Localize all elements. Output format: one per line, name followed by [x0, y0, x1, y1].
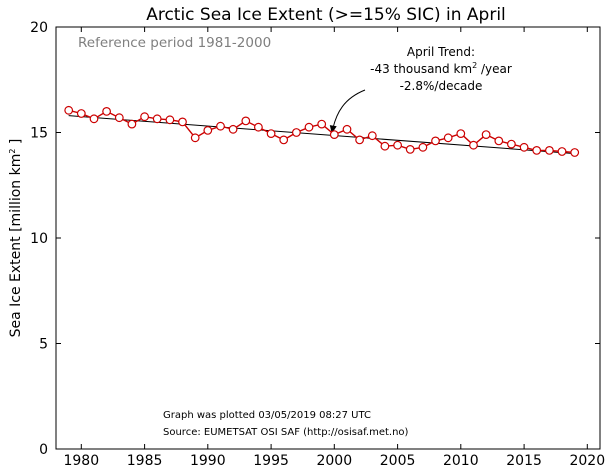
data-point — [165, 115, 175, 125]
data-point — [89, 114, 99, 124]
data-point — [418, 142, 428, 152]
data-point — [114, 113, 124, 123]
data-point — [494, 136, 504, 146]
x-tick-label: 1980 — [63, 453, 99, 469]
data-point — [507, 139, 516, 149]
x-tick-label: 2000 — [316, 453, 352, 469]
data-point — [557, 147, 567, 156]
data-point — [266, 129, 276, 139]
trend-rate-superscript: 2 — [472, 61, 477, 70]
data-point — [355, 135, 365, 145]
plot-area — [55, 26, 601, 450]
data-point — [342, 124, 352, 134]
data-point — [304, 122, 314, 132]
data-point — [127, 119, 137, 129]
x-tick-label: 2005 — [380, 453, 416, 469]
reference-period-label: Reference period 1981-2000 — [78, 35, 271, 51]
data-point — [203, 125, 213, 135]
data-point — [228, 124, 238, 134]
y-axis-label-superscript: 2 — [8, 149, 17, 154]
data-point — [140, 112, 150, 122]
data-point — [216, 121, 225, 131]
data-point — [317, 119, 327, 129]
data-point — [532, 145, 542, 155]
x-tick-label: 2015 — [506, 453, 542, 469]
data-point — [279, 135, 289, 145]
data-point — [152, 114, 162, 124]
chart-title: Arctic Sea Ice Extent (>=15% SIC) in Apr… — [146, 5, 506, 25]
x-tick-label: 1995 — [253, 453, 289, 469]
data-point — [456, 129, 466, 139]
data-point — [519, 142, 529, 152]
data-point — [178, 117, 187, 127]
y-tick-label: 20 — [30, 20, 48, 36]
x-tick-label: 1985 — [127, 453, 163, 469]
x-axis: 1980 1985 1990 1995 2000 2005 2010 2015 2020 — [63, 27, 605, 469]
series-markers — [64, 105, 580, 157]
x-tick-label: 1990 — [190, 453, 226, 469]
y-tick-label: 10 — [30, 231, 48, 247]
data-point — [367, 131, 377, 141]
y-tick-label: 5 — [39, 337, 48, 353]
data-point — [64, 105, 74, 115]
data-point — [329, 130, 339, 140]
trend-rate-value: -43 thousand km — [370, 62, 472, 76]
y-tick-label: 0 — [39, 442, 48, 458]
x-tick-label: 2010 — [443, 453, 479, 469]
y-axis-label-end: ] — [8, 139, 24, 149]
data-point — [443, 133, 453, 143]
trend-title: April Trend: — [407, 45, 475, 59]
source-note: Source: EUMETSAT OSI SAF (http://osisaf.… — [163, 427, 409, 438]
trend-rate: -43 thousand km2 /year — [370, 61, 512, 76]
data-point — [380, 141, 390, 151]
trend-annotation: April Trend: -43 thousand km2 /year -2.8… — [329, 45, 512, 134]
trend-line — [68, 115, 575, 155]
data-point — [481, 130, 491, 140]
data-point — [76, 109, 86, 118]
data-point — [292, 128, 301, 137]
data-point — [190, 133, 200, 143]
data-point — [469, 140, 478, 150]
trend-percent: -2.8%/decade — [400, 79, 483, 93]
x-tick-label: 2020 — [569, 453, 605, 469]
y-axis-label: Sea Ice Extent [million km2 ] — [8, 139, 24, 338]
plotted-date-note: Graph was plotted 03/05/2019 08:27 UTC — [163, 410, 371, 421]
y-tick-label: 15 — [30, 126, 48, 142]
trend-rate-unit: /year — [477, 62, 512, 76]
data-point — [570, 148, 580, 157]
data-point — [545, 145, 554, 155]
y-axis: 0 5 10 15 20 — [30, 20, 600, 458]
y-axis-label-main: Sea Ice Extent [million km — [8, 154, 24, 338]
data-point — [102, 106, 111, 116]
data-point — [405, 144, 415, 154]
data-point — [241, 116, 251, 126]
data-point — [431, 136, 440, 146]
data-point — [253, 122, 263, 132]
data-point — [393, 140, 403, 150]
